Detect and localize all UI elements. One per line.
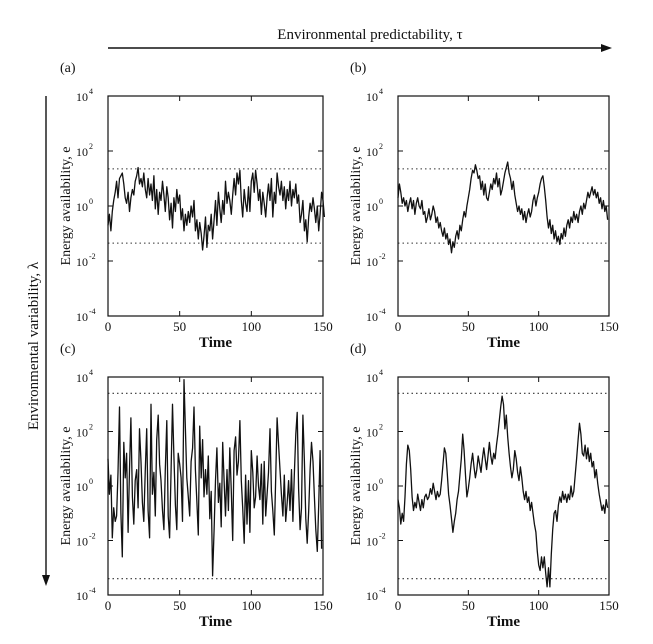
y-tick-exponent: 2 [379,423,383,432]
y-tick-label: 10 [366,589,378,603]
y-axis-title: Energy availability, e [349,147,364,266]
x-tick-label: 50 [173,598,186,613]
y-tick-label: 10 [76,589,88,603]
y-tick-exponent: -4 [379,586,386,595]
x-tick-label: 100 [242,598,262,613]
x-axis-title: Time [199,614,232,630]
y-tick-exponent: -2 [379,532,386,541]
variability-arrow-head [42,575,50,586]
y-tick-label: 10 [366,480,378,494]
y-tick-exponent: -2 [379,252,386,261]
x-tick-label: 150 [313,598,333,613]
x-tick-label: 100 [529,598,549,613]
panel-label: (d) [350,342,367,357]
x-axis-title: Time [487,335,520,351]
x-tick-label: 0 [395,598,402,613]
predictability-arrow: Environmental predictability, τ [108,27,612,52]
x-tick-label: 0 [105,598,112,613]
y-tick-exponent: 2 [89,423,93,432]
x-axis-title: Time [199,335,232,351]
y-tick-label: 10 [76,255,88,269]
y-tick-exponent: 4 [89,87,93,96]
x-tick-label: 50 [462,598,475,613]
y-tick-label: 10 [76,426,88,440]
y-tick-label: 10 [76,90,88,104]
y-tick-label: 10 [76,535,88,549]
y-tick-label: 10 [76,480,88,494]
y-tick-exponent: 0 [379,197,383,206]
energy-trace-line [107,379,323,577]
y-tick-label: 10 [366,90,378,104]
panel-label: (b) [350,61,367,76]
energy-trace-line [107,166,326,251]
y-tick-exponent: 4 [379,87,383,96]
y-tick-label: 10 [76,371,88,385]
y-tick-label: 10 [76,145,88,159]
y-tick-label: 10 [366,371,378,385]
y-tick-label: 10 [366,310,378,324]
predictability-arrow-head [601,44,612,52]
y-tick-exponent: -4 [89,586,96,595]
y-tick-label: 10 [366,255,378,269]
x-axis-title: Time [487,614,520,630]
x-tick-label: 50 [173,319,186,334]
y-axis-title: Energy availability, e [59,427,74,546]
x-tick-label: 150 [599,319,619,334]
panel-label: (a) [60,61,76,76]
x-tick-label: 100 [529,319,549,334]
y-tick-exponent: 0 [89,477,93,486]
y-tick-exponent: -2 [89,252,96,261]
y-tick-label: 10 [366,145,378,159]
y-tick-exponent: -4 [89,307,96,316]
y-tick-exponent: 0 [379,477,383,486]
plot-frame [397,95,610,317]
y-tick-exponent: 4 [379,368,383,377]
y-tick-exponent: 2 [379,142,383,151]
x-tick-label: 100 [242,319,262,334]
y-tick-label: 10 [76,310,88,324]
energy-trace-line [397,161,609,254]
predictability-axis-label: Environmental predictability, τ [277,27,462,43]
y-tick-exponent: 4 [89,368,93,377]
y-tick-label: 10 [366,535,378,549]
y-axis-title: Energy availability, e [349,427,364,546]
y-tick-exponent: -2 [89,532,96,541]
y-tick-exponent: 0 [89,197,93,206]
x-tick-label: 150 [313,319,333,334]
panel-label: (c) [60,342,76,357]
x-tick-label: 0 [105,319,112,334]
x-tick-label: 0 [395,319,402,334]
y-tick-label: 10 [366,200,378,214]
y-tick-label: 10 [76,200,88,214]
x-tick-label: 50 [462,319,475,334]
y-tick-exponent: -4 [379,307,386,316]
variability-axis-label: Environmental variability, λ [26,261,42,430]
y-axis-title: Energy availability, e [59,147,74,266]
x-tick-label: 150 [599,598,619,613]
y-tick-label: 10 [366,426,378,440]
energy-trace-line [397,395,609,588]
y-tick-exponent: 2 [89,142,93,151]
variability-arrow: Environmental variability, λ [26,96,50,586]
